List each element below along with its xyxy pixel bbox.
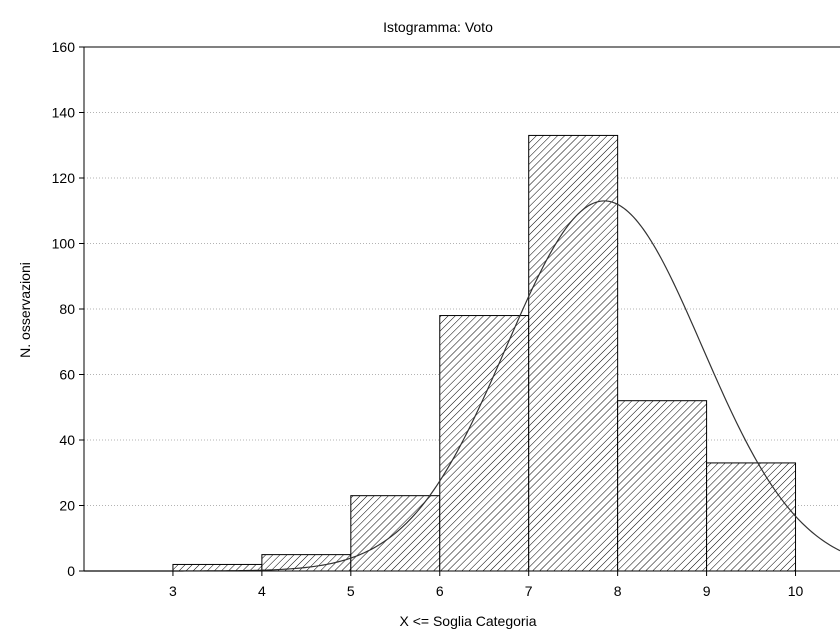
histogram-bar [528,134,619,572]
x-tick-label: 6 [436,583,444,599]
histogram-bar [261,554,352,572]
y-tick-label: 160 [52,39,76,55]
y-tick-label: 20 [59,498,75,514]
x-tick-label: 9 [703,583,711,599]
x-tick-label: 3 [169,583,177,599]
y-tick-label: 0 [67,563,75,579]
histogram-bar [439,315,530,572]
y-tick-label: 100 [52,236,76,252]
x-tick-label: 7 [525,583,533,599]
y-axis-title: N. osservazioni [17,262,33,358]
x-axis-title: X <= Soglia Categoria [400,613,537,629]
x-tick-labels: 3 4 5 6 7 8 9 10 [169,571,804,599]
histogram-bars [172,134,797,572]
x-tick-label: 8 [614,583,622,599]
x-tick-label: 5 [347,583,355,599]
x-tick-label: 10 [788,583,804,599]
y-tick-label: 120 [52,170,76,186]
histogram-bar [706,462,797,572]
y-tick-label: 80 [59,301,75,317]
x-tick-label: 4 [258,583,266,599]
y-tick-label: 140 [52,105,76,121]
histogram-bar [617,400,708,572]
chart-title: Istogramma: Voto [383,19,493,35]
y-tick-labels: 0 20 40 60 80 100 120 140 160 [52,39,84,579]
y-tick-label: 40 [59,432,75,448]
y-tick-label: 60 [59,367,75,383]
